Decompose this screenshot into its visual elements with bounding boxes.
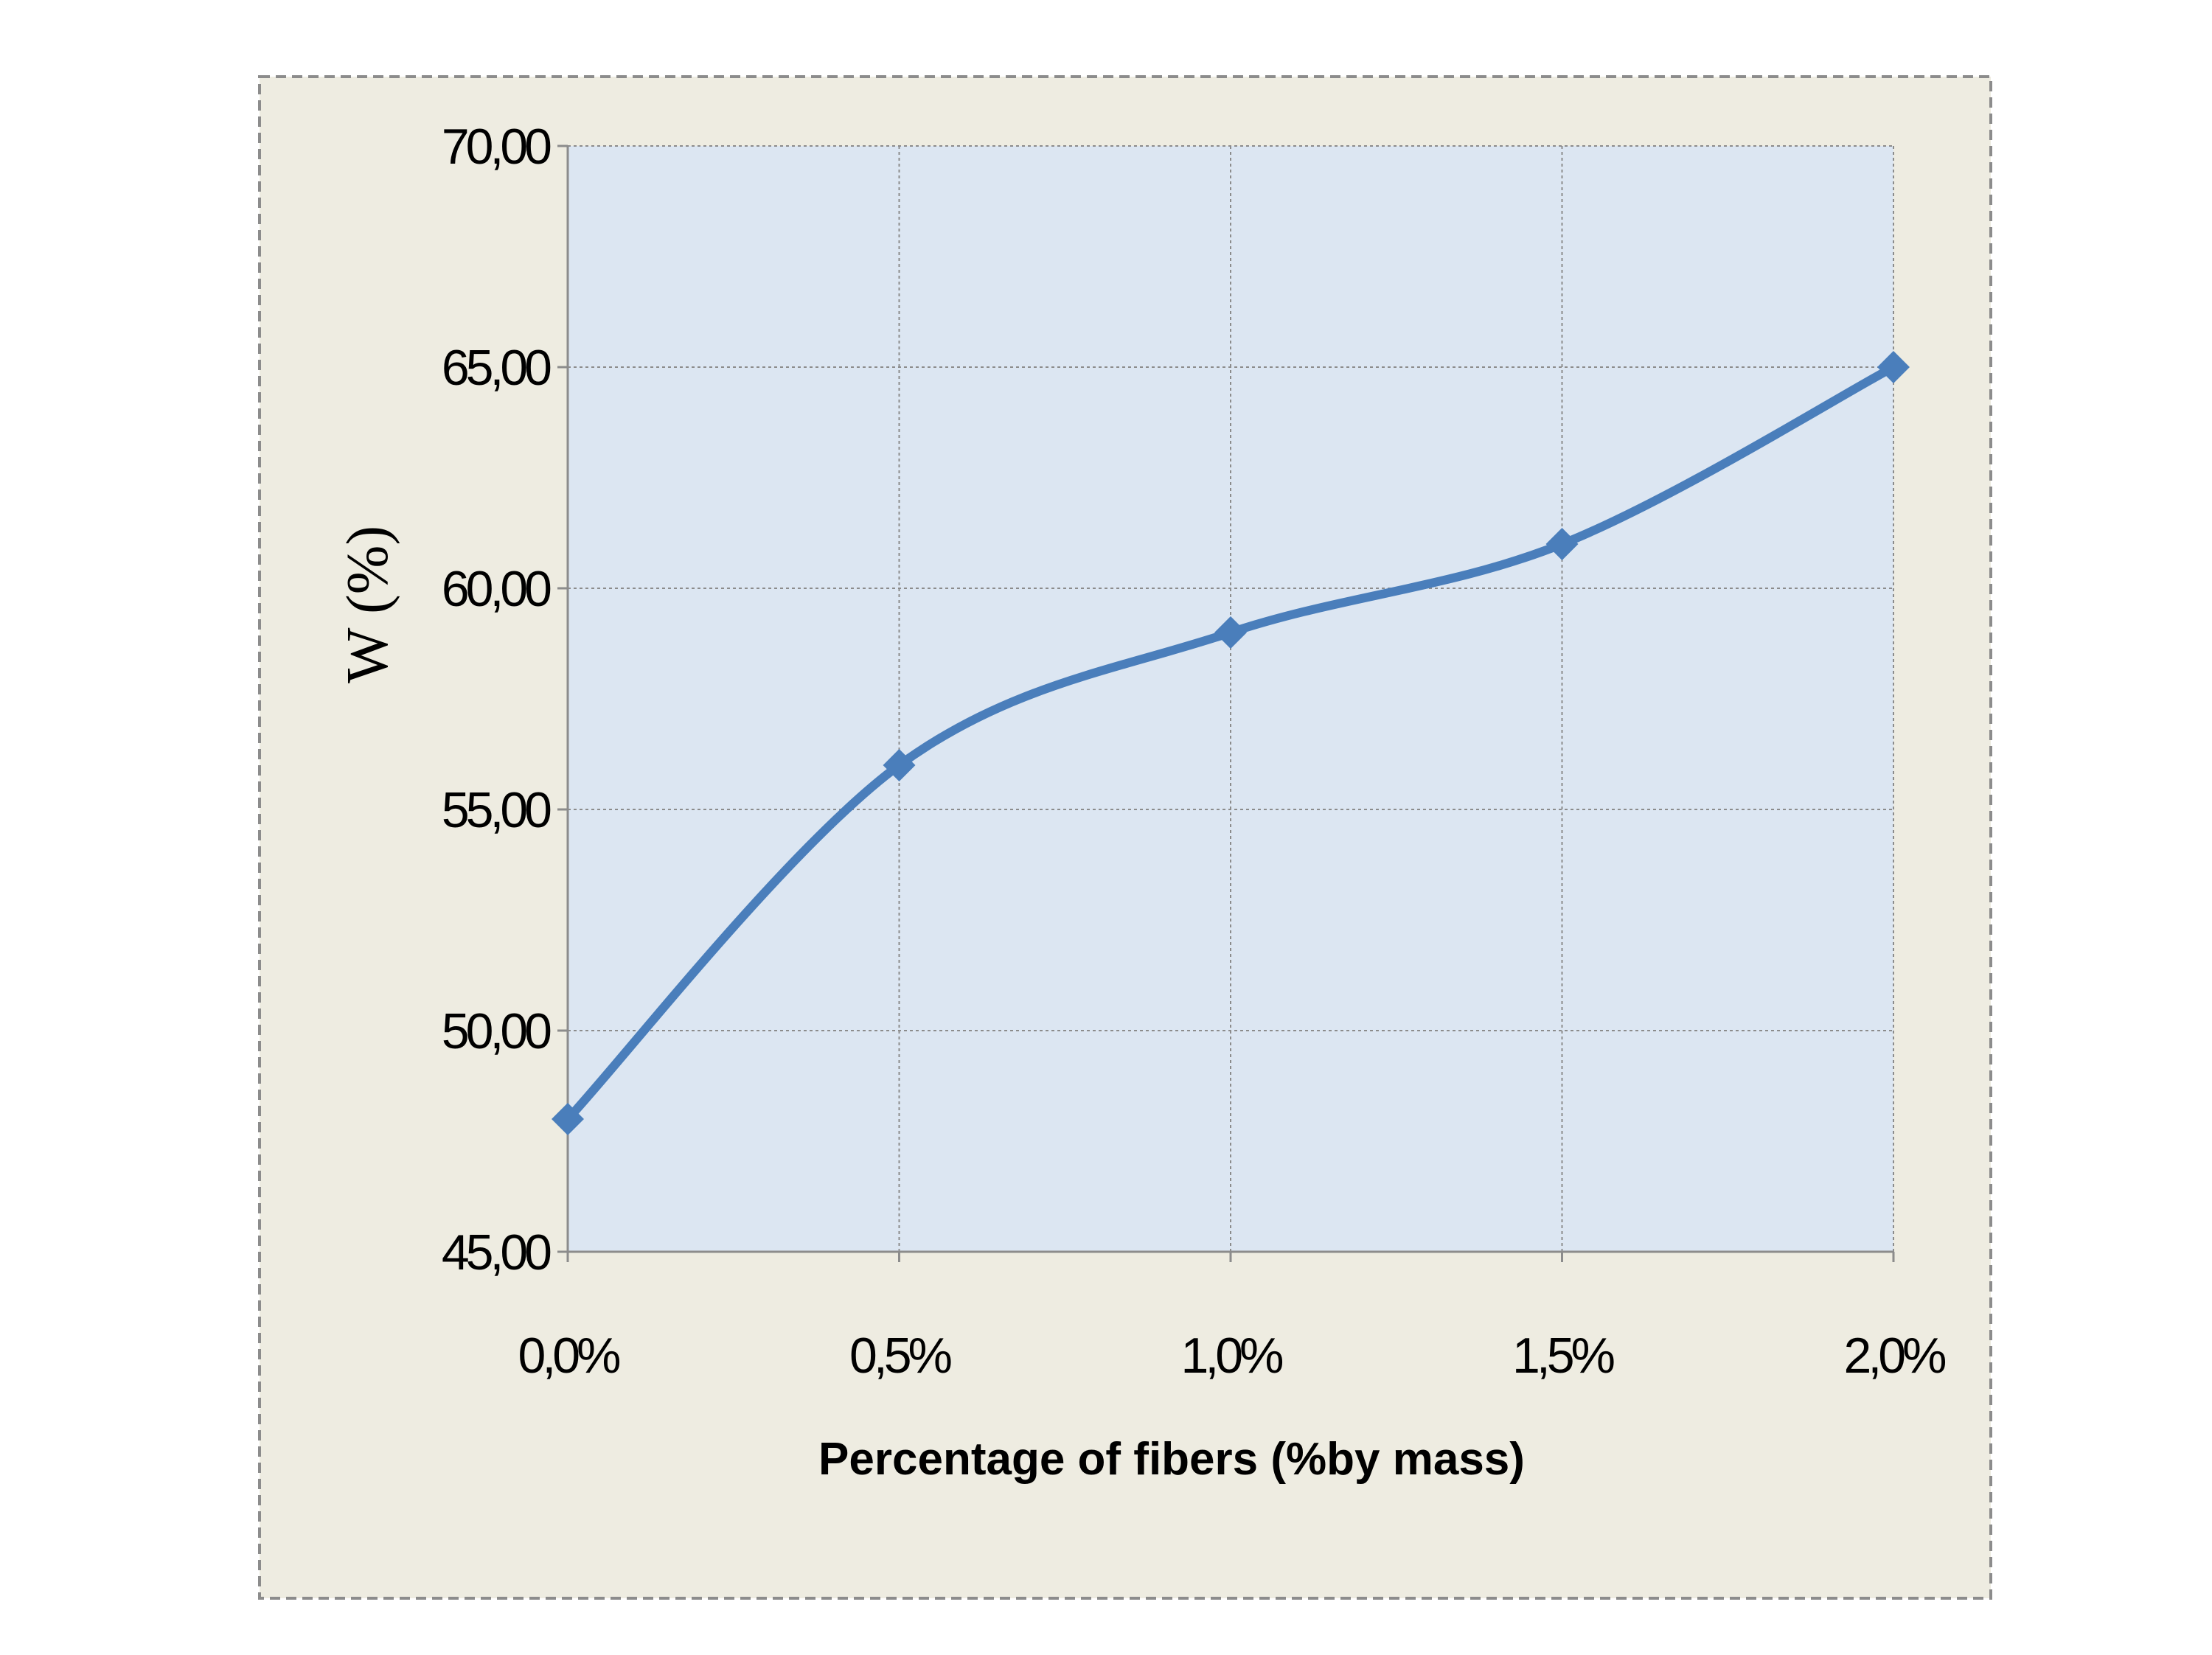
y-tick-label: 55,00 [442,782,551,838]
labels: 45,00 50,00 55,00 60,00 65,00 70,00 0,0% 0,5% 1,… [442,119,1950,1384]
data-point [1877,351,1910,383]
x-tick-label: 0,5% [849,1328,952,1384]
x-tick-label: 2,0% [1844,1328,1947,1384]
data-point [1545,528,1579,560]
y-tick-label: 50,00 [442,1003,551,1059]
axes [557,144,1895,1262]
y-axis-title: W (%) [335,526,400,683]
data-point [1214,616,1247,649]
x-axis-title: Percentage of fibers (%by mass) [818,1434,1525,1485]
y-tick-label: 70,00 [442,119,551,175]
x-tick-label: 1,0% [1181,1328,1284,1384]
data-series [552,351,1910,1135]
y-tick-label: 65,00 [442,340,551,396]
x-tick-label: 1,5% [1512,1328,1615,1384]
x-tick-label: 0,0% [518,1328,621,1384]
y-tick-label: 45,00 [442,1224,551,1281]
series-line [563,363,1898,1123]
y-tick-label: 60,00 [442,561,551,617]
data-point [552,1103,584,1135]
data-point [883,749,916,781]
gridlines [568,145,1894,1252]
